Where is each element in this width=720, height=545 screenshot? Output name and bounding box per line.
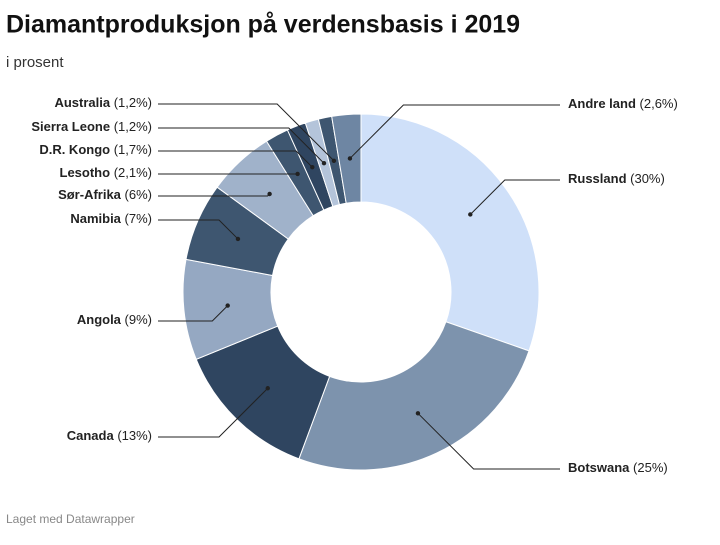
- footer: Laget med Datawrapper: [6, 512, 135, 526]
- segment-label: Sierra Leone (1,2%): [31, 119, 152, 134]
- segment-name: Botswana: [568, 460, 630, 475]
- segment-value: (9%): [125, 312, 152, 327]
- segment-value: (25%): [633, 460, 668, 475]
- segment-value: (1,7%): [114, 142, 152, 157]
- segment-name: Lesotho: [60, 165, 111, 180]
- segment-label: Australia (1,2%): [54, 95, 152, 110]
- chart-title: Diamantproduksjon på verdensbasis i 2019: [6, 11, 520, 39]
- segment-value: (1,2%): [114, 95, 152, 110]
- segment-value: (30%): [630, 171, 665, 186]
- segment-value: (1,2%): [114, 119, 152, 134]
- chart-subtitle: i prosent: [6, 54, 64, 71]
- donut-segment: [299, 322, 529, 470]
- segment-value: (6%): [125, 187, 152, 202]
- segment-label: Angola (9%): [77, 312, 152, 327]
- segment-value: (2,6%): [640, 96, 678, 111]
- segment-name: Canada: [67, 428, 115, 443]
- segment-value: (7%): [125, 211, 152, 226]
- segment-name: Russland: [568, 171, 627, 186]
- segment-value: (13%): [117, 428, 152, 443]
- segment-label: Andre land (2,6%): [568, 96, 678, 111]
- leader-dot: [310, 165, 314, 169]
- leader-dot: [348, 156, 352, 160]
- segment-label: Sør-Afrika (6%): [58, 187, 152, 202]
- leader-dot: [416, 411, 420, 415]
- segment-name: Sierra Leone: [31, 119, 110, 134]
- leader-dot: [267, 192, 271, 196]
- segment-label: Canada (13%): [67, 428, 152, 443]
- segment-name: Andre land: [568, 96, 636, 111]
- leader-dot: [266, 386, 270, 390]
- leader-dot: [468, 212, 472, 216]
- segment-label: Russland (30%): [568, 171, 665, 186]
- donut-segment: [361, 114, 539, 351]
- segment-label: Lesotho (2,1%): [60, 165, 152, 180]
- leader-dot: [332, 159, 336, 163]
- segment-name: Namibia: [70, 211, 121, 226]
- segment-name: Australia: [54, 95, 110, 110]
- segment-name: D.R. Kongo: [39, 142, 110, 157]
- leader-dot: [295, 172, 299, 176]
- segment-label: Botswana (25%): [568, 460, 668, 475]
- segment-name: Sør-Afrika: [58, 187, 122, 202]
- leader-dot: [236, 237, 240, 241]
- segment-label: D.R. Kongo (1,7%): [39, 142, 152, 157]
- segment-label: Namibia (7%): [70, 211, 152, 226]
- leader-dot: [322, 161, 326, 165]
- segment-name: Angola: [77, 312, 122, 327]
- segment-value: (2,1%): [114, 165, 152, 180]
- leader-dot: [225, 303, 229, 307]
